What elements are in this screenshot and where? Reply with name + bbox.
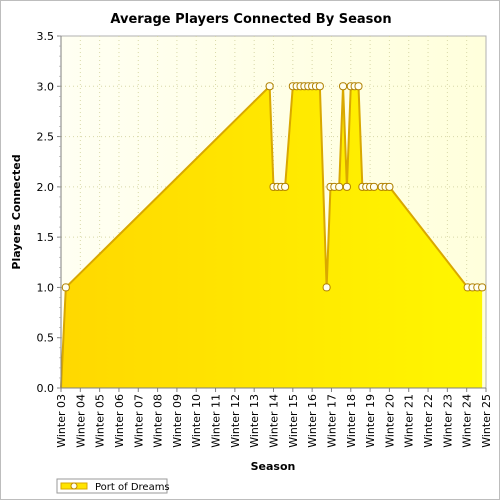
data-point-1 bbox=[61, 283, 70, 292]
x-tick-label-10: Winter 13 bbox=[248, 394, 261, 448]
legend: Port of Dreams bbox=[56, 478, 170, 494]
y-tick-label-0: 0.0 bbox=[37, 382, 55, 395]
x-tick-label-4: Winter 07 bbox=[132, 394, 145, 448]
x-tick-label-11: Winter 14 bbox=[268, 394, 281, 448]
data-point-14 bbox=[315, 82, 324, 91]
x-tick-label-19: Winter 22 bbox=[422, 394, 435, 448]
x-axis: Winter 03 Winter 04 Winter 05 Winter 06 Wint… bbox=[55, 387, 493, 448]
x-tick-label-20: Winter 23 bbox=[441, 394, 454, 448]
data-point-6 bbox=[281, 182, 290, 191]
chart-title: Average Players Connected By Season bbox=[110, 12, 391, 27]
x-tick-label-1: Winter 04 bbox=[74, 394, 87, 448]
legend-label: Port of Dreams bbox=[95, 482, 170, 493]
data-point-19 bbox=[339, 82, 348, 91]
y-tick-label-5: 2.5 bbox=[37, 131, 55, 144]
legend-marker-icon bbox=[70, 482, 78, 490]
x-tick-label-13: Winter 16 bbox=[306, 394, 319, 448]
data-point-15 bbox=[322, 283, 331, 292]
y-axis-title: Players Connected bbox=[10, 154, 23, 269]
x-tick-label-22: Winter 25 bbox=[480, 394, 493, 448]
x-axis-title: Season bbox=[251, 460, 296, 473]
data-point-34 bbox=[478, 283, 487, 292]
y-tick-label-4: 2.0 bbox=[37, 181, 55, 194]
y-tick-label-1: 0.5 bbox=[37, 332, 55, 345]
data-point-18 bbox=[335, 182, 344, 191]
y-axis: 0.0 0.5 1.0 1.5 2.0 2.5 3.0 3.5 bbox=[37, 30, 62, 395]
x-tick-label-12: Winter 15 bbox=[287, 394, 300, 448]
x-tick-label-9: Winter 12 bbox=[229, 394, 242, 448]
data-point-30 bbox=[385, 182, 394, 191]
x-tick-label-7: Winter 10 bbox=[190, 394, 203, 448]
data-point-23 bbox=[354, 82, 363, 91]
data-point-20 bbox=[342, 182, 351, 191]
x-tick-label-0: Winter 03 bbox=[55, 394, 68, 448]
x-tick-label-2: Winter 05 bbox=[94, 394, 107, 448]
x-tick-label-8: Winter 11 bbox=[210, 394, 223, 448]
data-point-27 bbox=[369, 182, 378, 191]
x-tick-label-6: Winter 09 bbox=[171, 394, 184, 448]
series-markers bbox=[61, 82, 487, 292]
data-point-2 bbox=[265, 82, 274, 91]
x-tick-label-3: Winter 06 bbox=[113, 394, 126, 448]
y-tick-label-6: 3.0 bbox=[37, 80, 55, 93]
series-area-fill bbox=[61, 86, 483, 389]
x-tick-label-14: Winter 17 bbox=[325, 394, 338, 448]
x-tick-label-5: Winter 08 bbox=[152, 394, 165, 448]
x-tick-label-21: Winter 24 bbox=[461, 394, 474, 448]
x-tick-label-15: Winter 18 bbox=[345, 394, 358, 448]
x-tick-label-18: Winter 21 bbox=[403, 394, 416, 448]
x-tick-label-17: Winter 20 bbox=[383, 394, 396, 448]
y-tick-label-3: 1.5 bbox=[37, 231, 55, 244]
x-tick-label-16: Winter 19 bbox=[364, 394, 377, 448]
y-tick-label-7: 3.5 bbox=[37, 30, 55, 43]
y-tick-label-2: 1.0 bbox=[37, 281, 55, 294]
